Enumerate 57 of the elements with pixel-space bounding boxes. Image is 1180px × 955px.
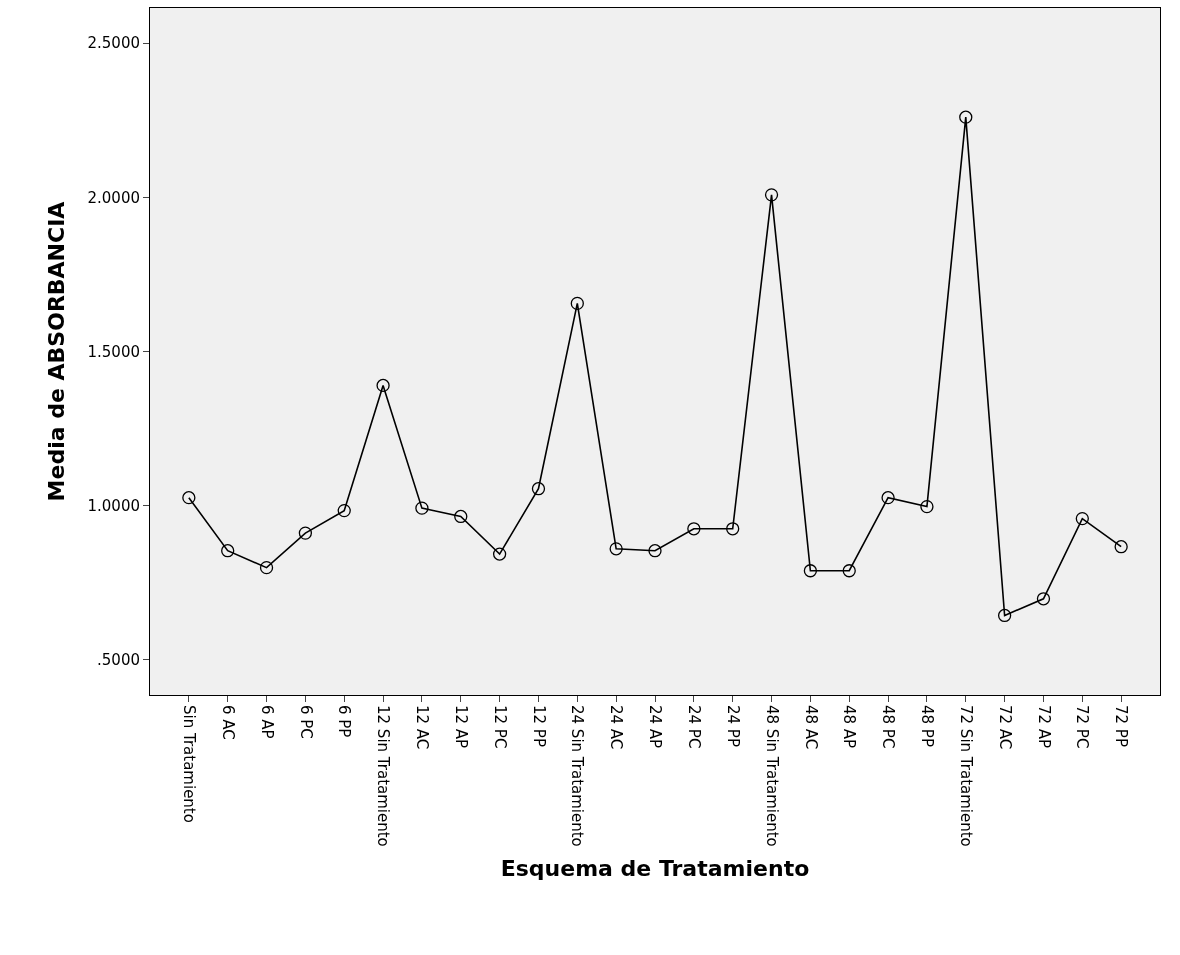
- x-tick-label: 72 Sin Tratamiento: [956, 705, 975, 847]
- x-tick-label: Sin Tratamiento: [179, 705, 198, 823]
- point: [803, 564, 818, 578]
- y-tick-label: 1.5000: [87, 342, 140, 361]
- point: [764, 188, 779, 202]
- point: [1114, 540, 1128, 554]
- x-tick-label: 24 AP: [646, 705, 665, 749]
- point: [531, 482, 546, 496]
- x-tick-label: 12 PC: [490, 705, 509, 749]
- y-tick-label: .5000: [97, 651, 140, 670]
- point: [1036, 592, 1051, 606]
- x-tick-label: 6 AP: [257, 705, 276, 739]
- x-tick-label: 12 PP: [529, 705, 548, 747]
- y-axis-title: Media de ABSORBANCIA: [44, 201, 70, 502]
- point: [492, 547, 507, 561]
- point: [726, 522, 740, 536]
- x-tick-label: 6 PC: [296, 705, 315, 739]
- point: [609, 542, 623, 556]
- point: [997, 608, 1012, 623]
- x-tick-label: 72 PC: [1073, 705, 1092, 749]
- point: [221, 544, 235, 558]
- x-tick-label: 24 PP: [723, 705, 742, 747]
- point: [415, 501, 429, 515]
- point: [337, 503, 351, 518]
- point: [376, 378, 390, 393]
- y-tick-label: 2.5000: [87, 34, 140, 53]
- point: [687, 522, 701, 536]
- point: [648, 544, 662, 558]
- point: [454, 509, 468, 524]
- x-tick-label: 72 PP: [1112, 705, 1131, 747]
- x-tick-label: 48 PP: [918, 705, 937, 747]
- x-tick-label: 12 Sin Tratamiento: [374, 705, 393, 847]
- x-tick-label: 12 AC: [413, 705, 432, 750]
- x-tick-label: 48 PC: [879, 705, 898, 749]
- x-axis-title: Esquema de Tratamiento: [500, 855, 810, 881]
- point: [959, 110, 973, 124]
- x-tick-label: 72 AC: [995, 705, 1014, 750]
- point: [920, 499, 934, 514]
- point: [842, 564, 856, 578]
- x-tick-label: 48 AP: [840, 705, 859, 749]
- point: [881, 491, 895, 505]
- y-tick-label: 2.0000: [87, 188, 140, 207]
- x-tick-label: 48 Sin Tratamiento: [762, 705, 781, 847]
- point: [182, 491, 196, 505]
- x-tick-label: 72 AP: [1034, 705, 1053, 749]
- x-tick-label: 24 PC: [684, 705, 703, 749]
- point: [298, 526, 313, 540]
- point: [570, 296, 584, 311]
- x-tick-label: 6 PP: [335, 705, 354, 738]
- point: [1075, 511, 1089, 526]
- y-tick-label: 1.0000: [87, 496, 140, 515]
- point: [259, 561, 274, 575]
- x-tick-label: 6 AC: [218, 705, 237, 740]
- x-tick-label: 48 AC: [801, 705, 820, 750]
- x-tick-label: 12 AP: [451, 705, 470, 749]
- x-tick-label: 24 AC: [607, 705, 626, 750]
- x-tick-label: 24 Sin Tratamiento: [568, 705, 587, 847]
